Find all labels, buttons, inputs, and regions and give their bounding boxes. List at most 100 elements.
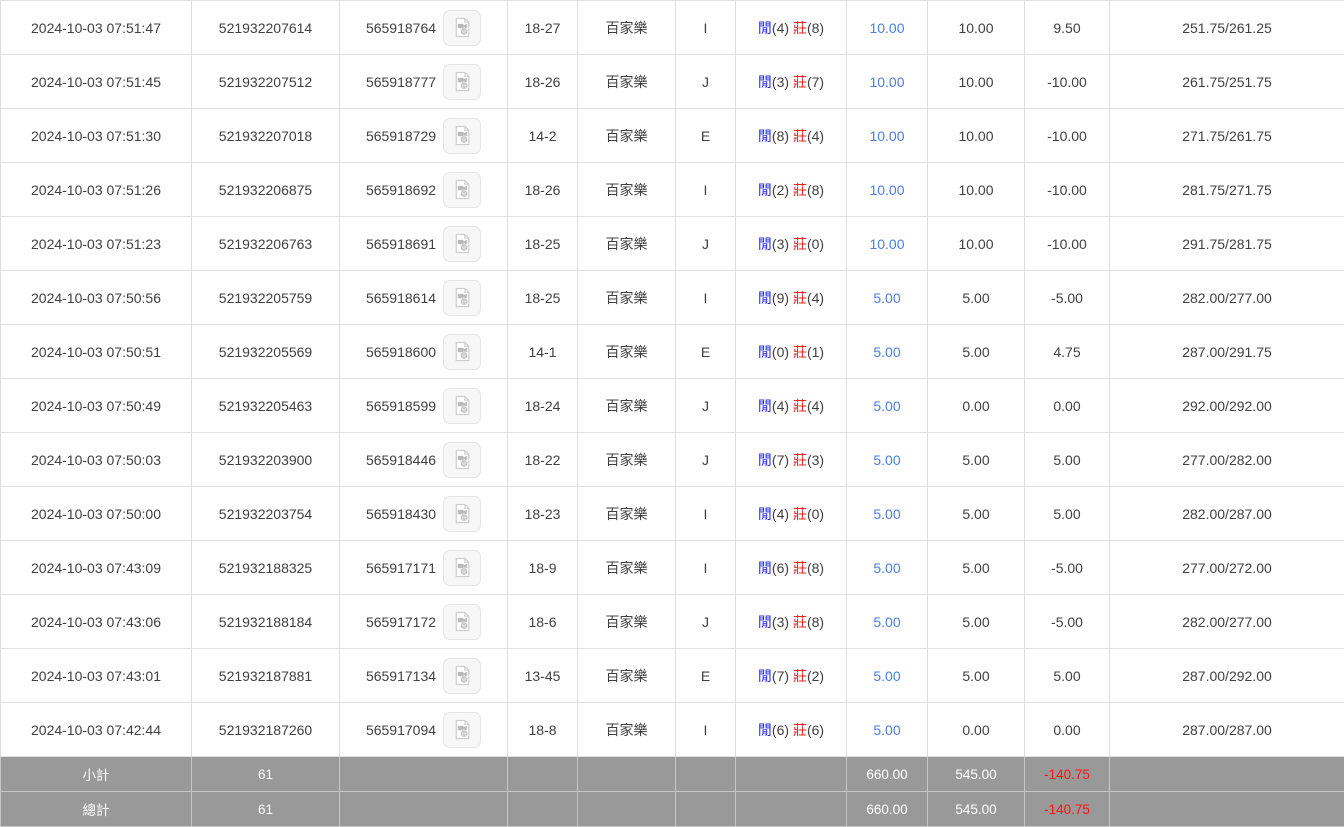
replay-button[interactable] xyxy=(443,712,481,748)
bet-amount-link[interactable]: 5.00 xyxy=(873,290,900,306)
replay-button[interactable] xyxy=(443,172,481,208)
replay-button[interactable] xyxy=(443,280,481,316)
video-replay-icon xyxy=(451,664,474,687)
bet-id-cell: 521932188184 xyxy=(192,595,340,649)
round-id-cell: 565918599 xyxy=(340,379,508,433)
bet-time-cell: 2024-10-03 07:50:56 xyxy=(1,271,192,325)
bet-amount-link[interactable]: 5.00 xyxy=(873,452,900,468)
game-type-cell: 百家樂 xyxy=(578,541,676,595)
bet-id-cell: 521932203754 xyxy=(192,487,340,541)
player-result-label: 閒 xyxy=(758,74,772,90)
table-row: 2024-10-03 07:51:47 521932207614 5659187… xyxy=(1,1,1344,55)
result-cell: 閒(7) 莊(3) xyxy=(736,433,847,487)
game-type-cell: 百家樂 xyxy=(578,379,676,433)
banker-result-score: (4) xyxy=(807,290,824,306)
banker-result-label: 莊 xyxy=(793,128,807,144)
replay-button[interactable] xyxy=(443,118,481,154)
bet-amount-link[interactable]: 5.00 xyxy=(873,506,900,522)
bet-amount-link[interactable]: 5.00 xyxy=(873,344,900,360)
empty-cell xyxy=(676,757,736,792)
table-number-cell: 14-2 xyxy=(508,109,578,163)
balance-cell: 287.00/287.00 xyxy=(1110,703,1344,757)
bet-amount-link[interactable]: 10.00 xyxy=(869,182,904,198)
win-loss-cell: -10.00 xyxy=(1025,55,1110,109)
replay-button[interactable] xyxy=(443,334,481,370)
round-id-cell: 565917134 xyxy=(340,649,508,703)
bet-id-cell: 521932205759 xyxy=(192,271,340,325)
bet-time-cell: 2024-10-03 07:50:49 xyxy=(1,379,192,433)
banker-result-score: (0) xyxy=(807,236,824,252)
replay-button[interactable] xyxy=(443,496,481,532)
bet-id-cell: 521932187881 xyxy=(192,649,340,703)
player-result-label: 閒 xyxy=(758,668,772,684)
replay-button[interactable] xyxy=(443,442,481,478)
player-result-label: 閒 xyxy=(758,452,772,468)
round-id: 565917171 xyxy=(366,560,436,576)
bet-time-cell: 2024-10-03 07:50:51 xyxy=(1,325,192,379)
bet-amount-cell: 5.00 xyxy=(847,703,928,757)
round-id-cell: 565918600 xyxy=(340,325,508,379)
table-row: 2024-10-03 07:51:45 521932207512 5659187… xyxy=(1,55,1344,109)
bet-amount-cell: 5.00 xyxy=(847,379,928,433)
player-result-label: 閒 xyxy=(758,128,772,144)
table-number-cell: 18-22 xyxy=(508,433,578,487)
area-code-cell: I xyxy=(676,541,736,595)
video-replay-icon xyxy=(451,610,474,633)
round-id: 565918692 xyxy=(366,182,436,198)
empty-cell xyxy=(578,757,676,792)
player-result-label: 閒 xyxy=(758,560,772,576)
banker-result-label: 莊 xyxy=(793,74,807,90)
balance-cell: 282.00/277.00 xyxy=(1110,271,1344,325)
table-row: 2024-10-03 07:50:56 521932205759 5659186… xyxy=(1,271,1344,325)
balance-cell: 251.75/261.25 xyxy=(1110,1,1344,55)
bet-amount-link[interactable]: 5.00 xyxy=(873,614,900,630)
balance-cell: 291.75/281.75 xyxy=(1110,217,1344,271)
replay-button[interactable] xyxy=(443,10,481,46)
bet-amount-link[interactable]: 5.00 xyxy=(873,722,900,738)
replay-button[interactable] xyxy=(443,226,481,262)
valid-bet-cell: 5.00 xyxy=(928,433,1025,487)
player-result-label: 閒 xyxy=(758,722,772,738)
empty-cell xyxy=(578,792,676,827)
replay-button[interactable] xyxy=(443,658,481,694)
valid-bet-cell: 5.00 xyxy=(928,325,1025,379)
player-result-score: (8) xyxy=(772,128,789,144)
replay-button[interactable] xyxy=(443,550,481,586)
round-id: 565918430 xyxy=(366,506,436,522)
replay-button[interactable] xyxy=(443,388,481,424)
bet-id-cell: 521932205463 xyxy=(192,379,340,433)
player-result-score: (3) xyxy=(772,74,789,90)
valid-bet-cell: 5.00 xyxy=(928,271,1025,325)
bet-time-cell: 2024-10-03 07:51:26 xyxy=(1,163,192,217)
round-id-cell: 565918614 xyxy=(340,271,508,325)
balance-cell: 271.75/261.75 xyxy=(1110,109,1344,163)
bet-amount-link[interactable]: 5.00 xyxy=(873,668,900,684)
table-row: 2024-10-03 07:50:51 521932205569 5659186… xyxy=(1,325,1344,379)
bet-time-cell: 2024-10-03 07:42:44 xyxy=(1,703,192,757)
replay-button[interactable] xyxy=(443,64,481,100)
win-loss-cell: -5.00 xyxy=(1025,595,1110,649)
bet-time-cell: 2024-10-03 07:51:47 xyxy=(1,1,192,55)
bet-amount-cell: 10.00 xyxy=(847,217,928,271)
bet-amount-link[interactable]: 5.00 xyxy=(873,398,900,414)
round-id: 565917134 xyxy=(366,668,436,684)
table-row: 2024-10-03 07:51:26 521932206875 5659186… xyxy=(1,163,1344,217)
banker-result-score: (7) xyxy=(807,74,824,90)
bet-amount-cell: 5.00 xyxy=(847,325,928,379)
result-cell: 閒(4) 莊(0) xyxy=(736,487,847,541)
empty-cell xyxy=(340,792,508,827)
bet-amount-link[interactable]: 10.00 xyxy=(869,74,904,90)
valid-bet-cell: 5.00 xyxy=(928,595,1025,649)
player-result-score: (0) xyxy=(772,344,789,360)
bet-time-cell: 2024-10-03 07:43:09 xyxy=(1,541,192,595)
bet-amount-link[interactable]: 10.00 xyxy=(869,20,904,36)
bet-amount-link[interactable]: 10.00 xyxy=(869,128,904,144)
bet-amount-link[interactable]: 10.00 xyxy=(869,236,904,252)
bet-time-cell: 2024-10-03 07:43:01 xyxy=(1,649,192,703)
total-count: 61 xyxy=(192,792,340,827)
bet-amount-cell: 5.00 xyxy=(847,595,928,649)
bet-amount-link[interactable]: 5.00 xyxy=(873,560,900,576)
video-replay-icon xyxy=(451,178,474,201)
round-id: 565917172 xyxy=(366,614,436,630)
replay-button[interactable] xyxy=(443,604,481,640)
